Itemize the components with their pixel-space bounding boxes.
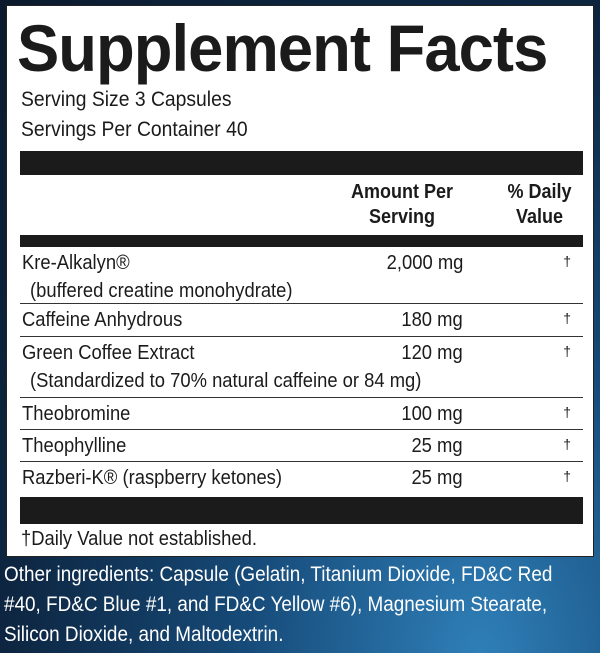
row-amount: 180 mg	[401, 309, 463, 331]
amount-header-line1: Amount Per	[350, 181, 454, 203]
table-row: Razberi-K® (raspberry ketones) 25 mg †	[20, 462, 583, 496]
table-row: Kre-Alkalyn® (buffered creatine monohydr…	[20, 247, 583, 304]
row-dv: †	[563, 436, 571, 452]
row-dv: †	[563, 404, 571, 420]
table-row: Theophylline 25 mg †	[20, 430, 583, 462]
daily-value-header: % Daily Value	[497, 180, 583, 230]
row-sub: (buffered creatine monohydrate)	[30, 280, 293, 302]
divider-bar	[20, 151, 583, 175]
amount-header-line2: Serving	[368, 206, 436, 228]
row-name: Kre-Alkalyn®	[22, 252, 130, 274]
row-dv: †	[563, 343, 571, 359]
row-dv: †	[563, 468, 571, 484]
dv-header-line1: % Daily	[507, 181, 572, 203]
servings-per-container: Servings Per Container 40	[21, 118, 248, 141]
table-row: Green Coffee Extract (Standardized to 70…	[20, 337, 583, 398]
row-amount: 25 mg	[411, 435, 463, 457]
other-ingredients: Other ingredients: Capsule (Gelatin, Tit…	[4, 563, 553, 646]
row-amount: 2,000 mg	[386, 252, 463, 274]
serving-size: Serving Size 3 Capsules	[21, 88, 232, 111]
thick-divider	[20, 235, 583, 247]
row-amount: 100 mg	[401, 403, 463, 425]
panel-title: Supplement Facts	[17, 11, 548, 85]
table-row: Caffeine Anhydrous 180 mg †	[20, 304, 583, 337]
dv-header-line2: Value	[515, 206, 564, 228]
row-dv: †	[563, 310, 571, 326]
row-sub: (Standardized to 70% natural caffeine or…	[30, 370, 422, 392]
row-name: Razberi-K® (raspberry ketones)	[22, 467, 283, 489]
table-row: Theobromine 100 mg †	[20, 398, 583, 430]
row-amount: 25 mg	[411, 467, 463, 489]
row-dv: †	[563, 253, 571, 269]
row-name: Caffeine Anhydrous	[22, 309, 183, 331]
row-amount: 120 mg	[401, 342, 463, 364]
bottom-divider-bar	[20, 497, 583, 524]
supplement-facts-panel: Supplement Facts Serving Size 3 Capsules…	[6, 5, 594, 557]
amount-header: Amount Per Serving	[339, 180, 465, 230]
row-name: Theobromine	[22, 403, 131, 425]
row-name: Theophylline	[22, 435, 127, 457]
footnote: †Daily Value not established.	[21, 528, 257, 550]
row-name: Green Coffee Extract	[22, 342, 195, 364]
